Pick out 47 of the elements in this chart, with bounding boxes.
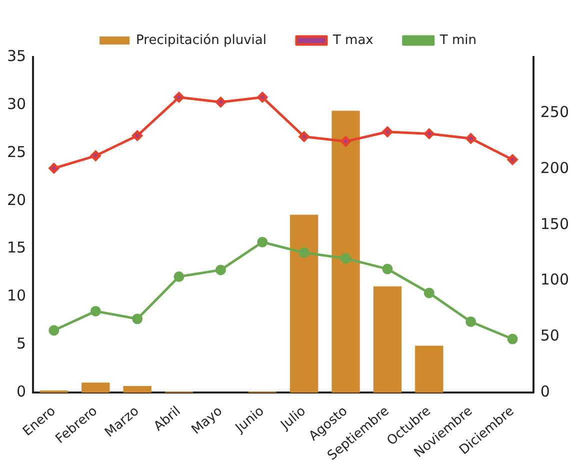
point <box>174 271 184 282</box>
point <box>257 236 268 248</box>
y-tick-label: 30 <box>6 94 26 113</box>
y-tick-label: 5 <box>16 334 26 353</box>
point <box>215 96 226 108</box>
point <box>132 130 143 141</box>
legend-label: T min <box>438 32 476 48</box>
y2-tick-label: 200 <box>540 158 570 177</box>
point <box>466 133 476 144</box>
bar <box>373 286 402 393</box>
point <box>298 131 310 142</box>
point <box>90 306 101 316</box>
point <box>382 126 393 138</box>
point <box>382 264 393 274</box>
y2-tick-label: 250 <box>540 102 570 121</box>
y-tick-label: 0 <box>16 382 26 401</box>
point <box>48 163 60 174</box>
point <box>340 136 352 147</box>
point <box>424 128 434 139</box>
point <box>507 334 518 344</box>
legend-label: T max <box>332 32 374 48</box>
bar <box>290 214 318 393</box>
point <box>174 92 184 103</box>
point <box>298 247 310 258</box>
y-tick-label: 35 <box>6 46 26 65</box>
y-tick-label: 20 <box>6 190 26 209</box>
y2-tick-label: 150 <box>540 214 570 233</box>
point <box>507 154 518 165</box>
bar <box>82 382 110 393</box>
y2-tick-label: 0 <box>540 382 550 401</box>
y-tick-label: 15 <box>6 238 26 257</box>
point <box>90 150 101 162</box>
legend-label: Precipitación pluvial <box>136 32 266 48</box>
point <box>424 288 434 298</box>
bar <box>123 386 152 393</box>
y2-tick-label: 100 <box>540 270 570 289</box>
point <box>257 92 268 103</box>
bar <box>415 346 444 393</box>
point <box>340 253 352 264</box>
bar <box>332 110 360 393</box>
point <box>132 314 143 324</box>
point <box>466 316 476 327</box>
y-tick-label: 10 <box>6 286 26 305</box>
y2-tick-label: 50 <box>540 326 560 345</box>
y-tick-label: 25 <box>6 142 26 161</box>
point <box>215 264 226 276</box>
point <box>48 325 60 336</box>
